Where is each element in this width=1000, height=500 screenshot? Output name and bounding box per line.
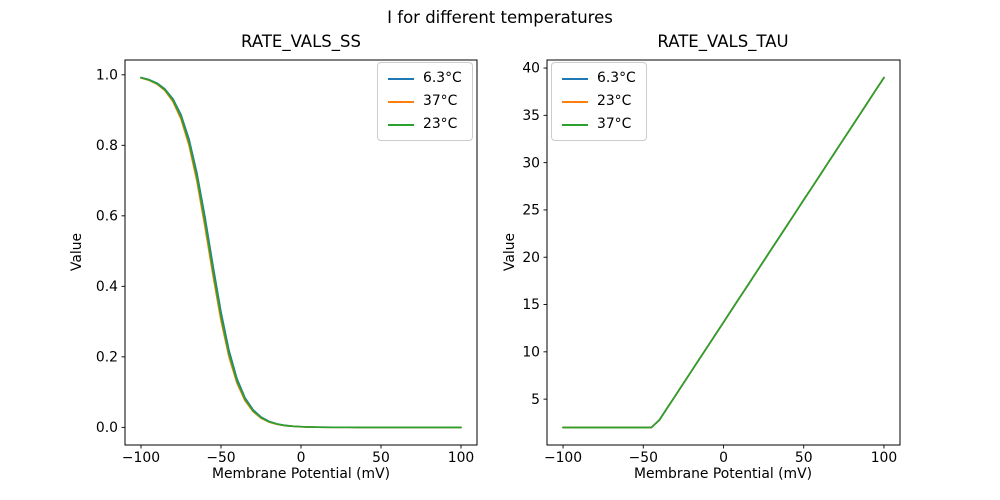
x-tick-label: 100 xyxy=(871,450,898,466)
x-tick-label: 50 xyxy=(795,450,813,466)
legend-line-swatch xyxy=(562,100,588,103)
y-tick-label: 35 xyxy=(522,108,540,124)
series-line-2 xyxy=(140,76,462,429)
legend-line-swatch xyxy=(388,123,414,126)
y-tick-label: 0.8 xyxy=(96,138,118,154)
y-tick-label: 20 xyxy=(522,250,540,266)
y-tick-label: 0.4 xyxy=(96,279,118,295)
y-tick-label: 15 xyxy=(522,297,540,313)
y-tick-label: 40 xyxy=(522,61,540,77)
legend-entry: 6.3°C xyxy=(562,70,636,87)
x-tick-label: −50 xyxy=(206,450,235,466)
legend-line-swatch xyxy=(388,100,414,103)
series-line-2 xyxy=(562,76,885,429)
y-tick-label: 0.6 xyxy=(96,209,118,225)
legend-line-swatch xyxy=(562,77,588,80)
legend-ss: 6.3°C 37°C 23°C xyxy=(377,62,473,141)
legend-entry: 23°C xyxy=(562,93,636,110)
legend-label: 23°C xyxy=(597,93,632,109)
y-tick-label: 0.0 xyxy=(96,420,118,436)
legend-line-swatch xyxy=(388,77,414,80)
y-tick-label: 1.0 xyxy=(96,68,118,84)
x-tick-label: −50 xyxy=(629,450,658,466)
x-tick-label: 50 xyxy=(372,450,390,466)
legend-entry: 6.3°C xyxy=(388,70,462,87)
y-tick-label: 0.2 xyxy=(96,350,118,366)
subplot-ss-title: RATE_VALS_SS xyxy=(241,32,361,51)
y-tick-label: 5 xyxy=(531,392,540,408)
tau-yaxis-label: Value xyxy=(502,232,518,272)
subplot-tau-title: RATE_VALS_TAU xyxy=(657,32,789,51)
legend-label: 23°C xyxy=(423,116,458,132)
legend-entry: 37°C xyxy=(388,93,462,110)
legend-label: 6.3°C xyxy=(597,70,636,86)
x-tick-label: 100 xyxy=(448,450,475,466)
x-tick-label: 0 xyxy=(719,450,728,466)
legend-label: 6.3°C xyxy=(423,70,462,86)
ss-xaxis-label: Membrane Potential (mV) xyxy=(211,466,391,482)
legend-label: 37°C xyxy=(423,93,458,109)
y-tick-label: 25 xyxy=(522,203,540,219)
legend-tau: 6.3°C 23°C 37°C xyxy=(551,62,647,141)
x-tick-label: −100 xyxy=(122,450,160,466)
tau-xaxis-label: Membrane Potential (mV) xyxy=(633,466,813,482)
y-tick-label: 10 xyxy=(522,345,540,361)
legend-entry: 37°C xyxy=(562,116,636,133)
legend-line-swatch xyxy=(562,123,588,126)
x-tick-label: 0 xyxy=(297,450,306,466)
y-tick-label: 30 xyxy=(522,155,540,171)
legend-entry: 23°C xyxy=(388,116,462,133)
figure-suptitle: I for different temperatures xyxy=(387,8,613,27)
x-tick-label: −100 xyxy=(544,450,582,466)
legend-label: 37°C xyxy=(597,116,632,132)
ss-yaxis-label: Value xyxy=(69,232,85,272)
